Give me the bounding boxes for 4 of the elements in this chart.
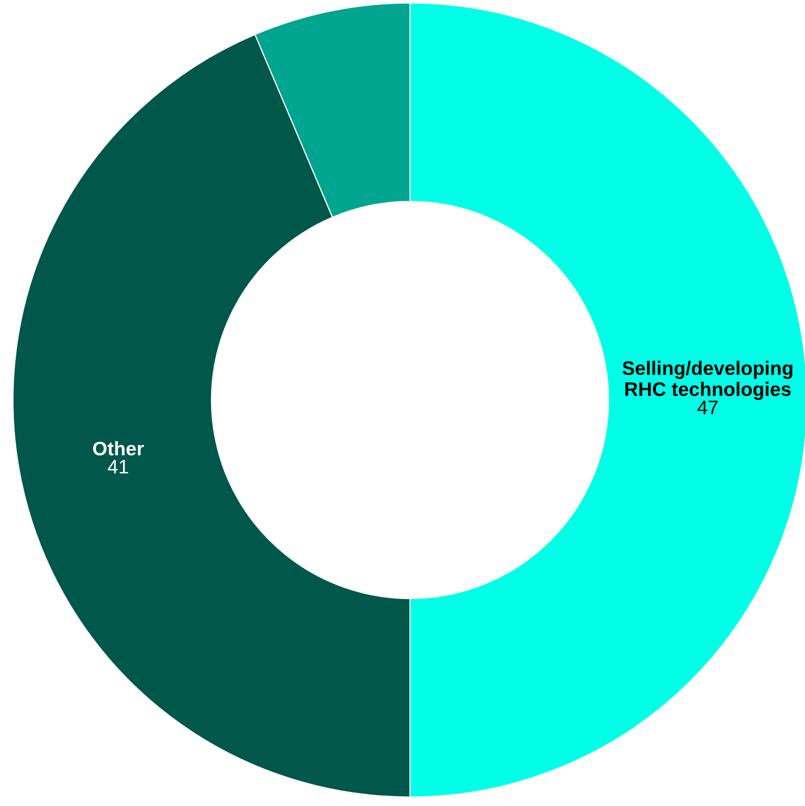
- data-label: 47: [697, 400, 718, 414]
- slice-label: Selling/developing RHC technologies: [622, 360, 792, 400]
- data-label: 41: [108, 460, 128, 474]
- slice-label: Other: [93, 441, 144, 456]
